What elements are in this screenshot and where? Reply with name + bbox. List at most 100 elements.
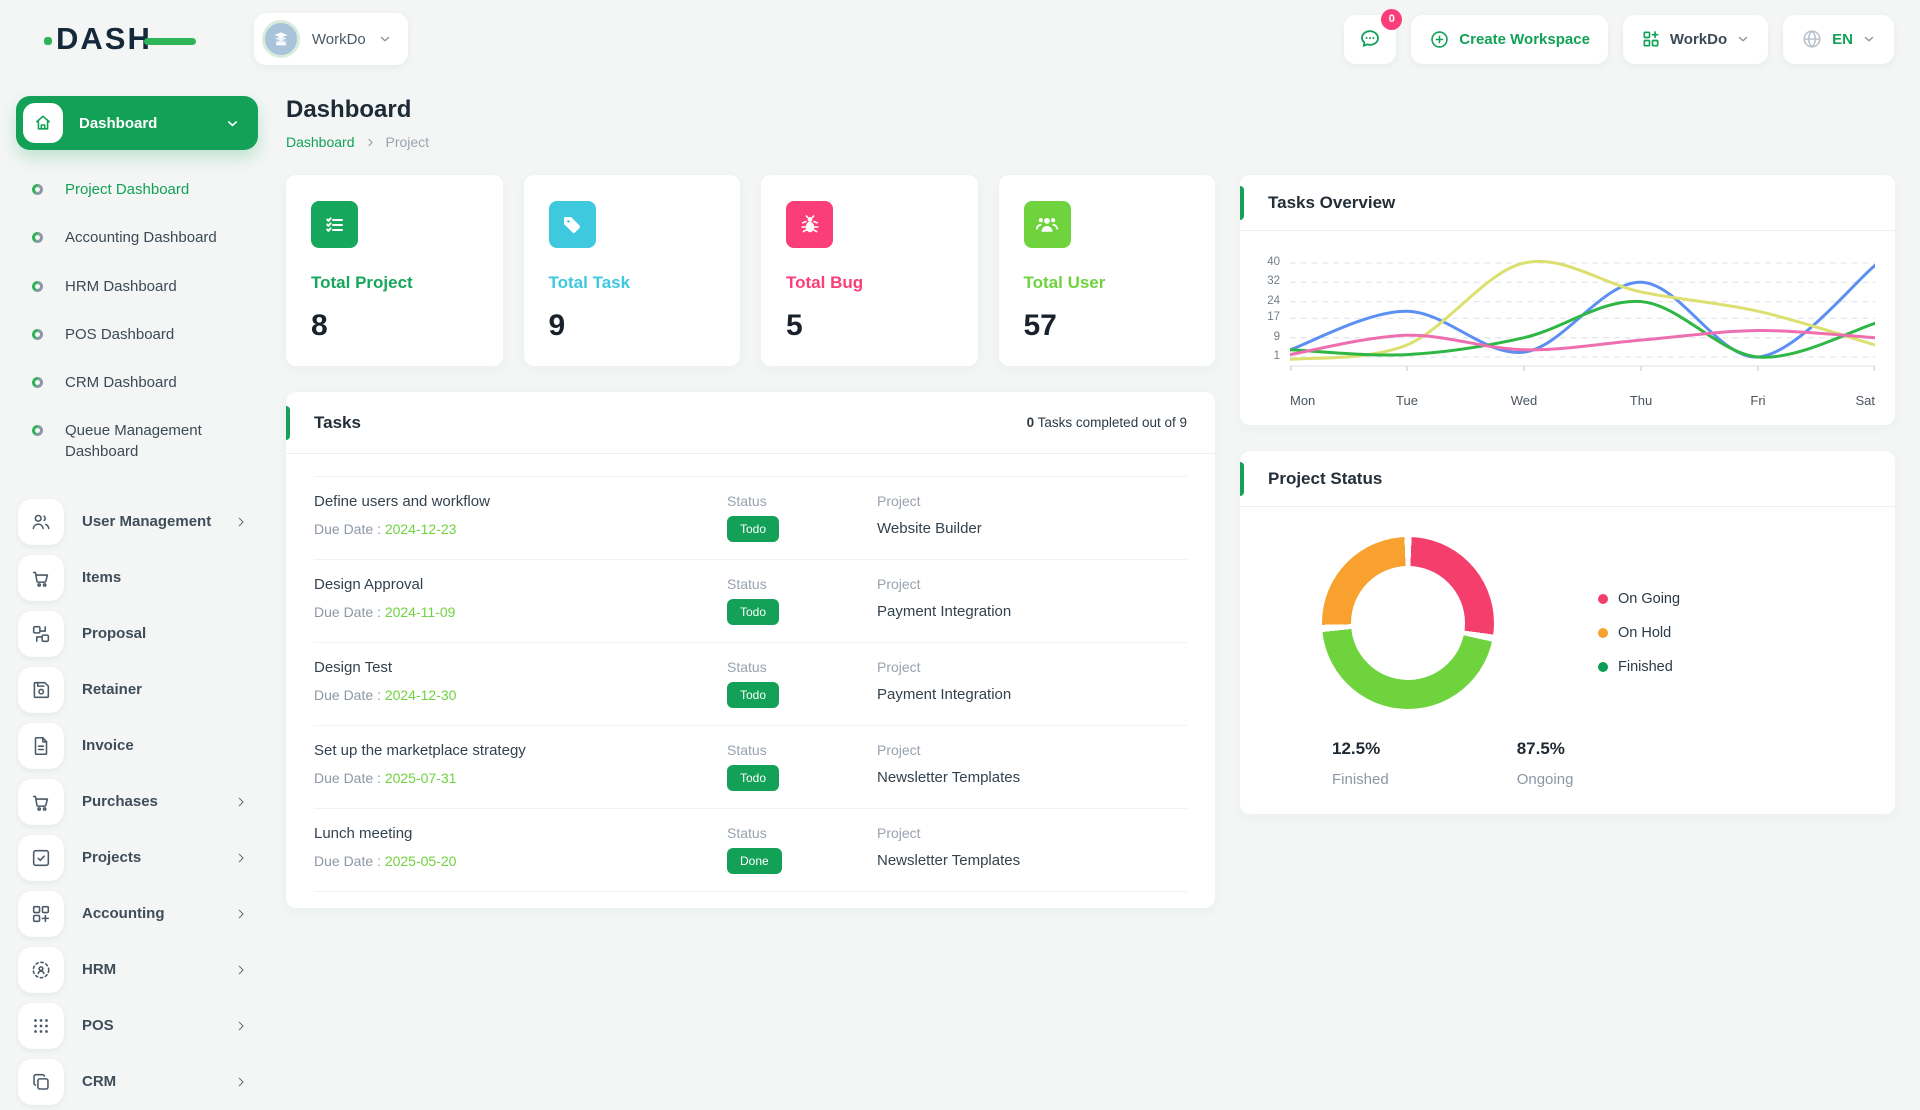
stat-label: Total Task	[548, 273, 631, 292]
bullet-icon	[32, 184, 43, 195]
sidebar-subitem-crm-dashboard[interactable]: CRM Dashboard	[32, 359, 258, 407]
chevron-right-icon	[234, 1019, 248, 1033]
y-tick-label: 1	[1273, 350, 1280, 362]
language-selector[interactable]: EN	[1783, 14, 1894, 64]
sidebar-item-invoice[interactable]: Invoice	[16, 718, 258, 774]
sidebar-item-items[interactable]: Items	[16, 550, 258, 606]
sidebar-item-dashboard[interactable]: Dashboard	[16, 96, 258, 150]
project-status-stat-ongoing: 87.5% Ongoing	[1517, 739, 1574, 788]
status-badge: Todo	[727, 682, 780, 708]
stat-card-total-project: Total Project 8	[286, 175, 503, 366]
task-name: Design Approval	[314, 576, 424, 593]
apps-menu-button[interactable]: WorkDo	[1622, 14, 1769, 64]
sidebar-item-retainer[interactable]: Retainer	[16, 662, 258, 718]
dashboard-submenu: Project Dashboard Accounting Dashboard H…	[16, 150, 258, 484]
chevron-down-icon	[1862, 32, 1876, 46]
chevron-right-icon	[365, 137, 376, 148]
project-column-label: Project	[877, 742, 921, 758]
legend-item-finished[interactable]: Finished	[1598, 659, 1680, 675]
messages-badge: 0	[1381, 8, 1403, 30]
status-badge: Todo	[727, 516, 780, 542]
chat-icon	[1358, 27, 1382, 51]
task-row[interactable]: Set up the marketplace strategy Due Date…	[314, 726, 1187, 809]
task-project-name: Payment Integration	[877, 603, 1012, 620]
status-column-label: Status	[727, 493, 767, 509]
language-label: EN	[1832, 30, 1853, 48]
breadcrumb-current: Project	[385, 134, 430, 150]
messages-button[interactable]: 0	[1344, 8, 1403, 64]
task-row[interactable]: Lunch meeting Due Date : 2025-05-20 Stat…	[314, 809, 1187, 892]
y-tick-label: 17	[1267, 311, 1280, 323]
x-tick-label: Thu	[1629, 393, 1653, 408]
sidebar-item-label: Accounting	[82, 905, 165, 923]
workspace-selector[interactable]: WorkDo	[253, 13, 408, 65]
sidebar-subitem-label: HRM Dashboard	[65, 277, 177, 295]
purchases-cart-icon	[18, 778, 64, 825]
bullet-icon	[32, 280, 43, 292]
sidebar-item-proposal[interactable]: Proposal	[16, 606, 258, 662]
sidebar-subitem-queue-management-dashboard[interactable]: Queue Management Dashboard	[32, 407, 258, 476]
project-column-label: Project	[877, 659, 921, 675]
sidebar-item-label: Proposal	[82, 625, 147, 643]
app-logo: DASH	[44, 21, 196, 57]
sidebar-item-projects[interactable]: Projects	[16, 830, 258, 886]
legend-label: On Hold	[1618, 625, 1672, 641]
stat-value: 9	[548, 309, 566, 342]
panel-accent-bar	[286, 406, 290, 440]
sidebar-item-hrm[interactable]: HRM	[16, 942, 258, 998]
task-row[interactable]: Design Approval Due Date : 2024-11-09 St…	[314, 560, 1187, 643]
x-tick-label: Tue	[1396, 393, 1418, 408]
sidebar-item-label: Invoice	[82, 737, 134, 755]
y-tick-label: 24	[1267, 295, 1280, 307]
page-title: Dashboard	[286, 96, 412, 123]
y-tick-label: 40	[1267, 256, 1280, 268]
legend-dot-icon	[1598, 628, 1608, 638]
stat-label: Total Bug	[786, 273, 864, 292]
status-badge: Todo	[727, 765, 780, 791]
stat-label: Total Project	[311, 273, 413, 292]
chart-y-axis: 40 32 24 17 9 1	[1254, 253, 1290, 383]
task-row[interactable]: Define users and workflow Due Date : 202…	[314, 477, 1187, 560]
sidebar-subitem-project-dashboard[interactable]: Project Dashboard	[32, 166, 258, 214]
breadcrumb-home-link[interactable]: Dashboard	[286, 134, 355, 150]
chevron-right-icon	[234, 963, 248, 977]
stat-value: 5	[786, 309, 803, 342]
sidebar-item-purchases[interactable]: Purchases	[16, 774, 258, 830]
panel-accent-bar	[1240, 186, 1244, 220]
project-status-stats: 12.5% Finished 87.5% Ongoing	[1332, 739, 1895, 788]
legend-item-on-going[interactable]: On Going	[1598, 591, 1680, 607]
sidebar-subitem-accounting-dashboard[interactable]: Accounting Dashboard	[32, 214, 258, 262]
legend-item-on-hold[interactable]: On Hold	[1598, 625, 1680, 641]
bullet-icon	[32, 232, 43, 244]
grid-plus-icon	[1641, 29, 1661, 49]
plus-circle-icon	[1429, 29, 1450, 50]
sidebar-item-label: User Management	[82, 513, 212, 531]
chart-x-axis: Mon Tue Wed Thu Fri Sat	[1290, 387, 1875, 411]
sidebar-subitem-pos-dashboard[interactable]: POS Dashboard	[32, 311, 258, 359]
sidebar-item-user-management[interactable]: User Management	[16, 494, 258, 550]
users-group-icon	[1023, 201, 1071, 248]
stat-card-total-bug: Total Bug 5	[761, 175, 978, 366]
status-badge: Done	[727, 848, 782, 874]
sidebar-item-crm[interactable]: CRM	[16, 1054, 258, 1110]
status-badge: Todo	[727, 599, 780, 625]
task-row[interactable]: Design Test Due Date : 2024-12-30 Status…	[314, 643, 1187, 726]
task-due-date: Due Date : 2025-05-20	[314, 853, 457, 869]
tasks-overview-panel: Tasks Overview 40 32 24 17 9 1 Mon Tue Wed Thu Fr…	[1240, 175, 1895, 425]
sidebar-item-label: Purchases	[82, 793, 158, 811]
x-tick-label: Wed	[1510, 393, 1538, 408]
globe-icon	[1801, 28, 1823, 50]
sidebar-subitem-hrm-dashboard[interactable]: HRM Dashboard	[32, 263, 258, 311]
task-due-date: Due Date : 2024-11-09	[314, 604, 456, 620]
create-workspace-button[interactable]: Create Workspace	[1411, 14, 1608, 64]
chevron-down-icon	[225, 116, 240, 131]
sidebar-item-accounting[interactable]: Accounting	[16, 886, 258, 942]
project-status-panel: Project Status On Going On Hold Finished…	[1240, 451, 1895, 814]
project-column-label: Project	[877, 493, 921, 509]
chevron-right-icon	[234, 515, 248, 529]
projects-icon	[18, 834, 64, 881]
sidebar-item-pos[interactable]: POS	[16, 998, 258, 1054]
stat-caption: Ongoing	[1516, 771, 1574, 788]
project-status-title: Project Status	[1268, 468, 1383, 488]
proposal-icon	[18, 610, 64, 657]
